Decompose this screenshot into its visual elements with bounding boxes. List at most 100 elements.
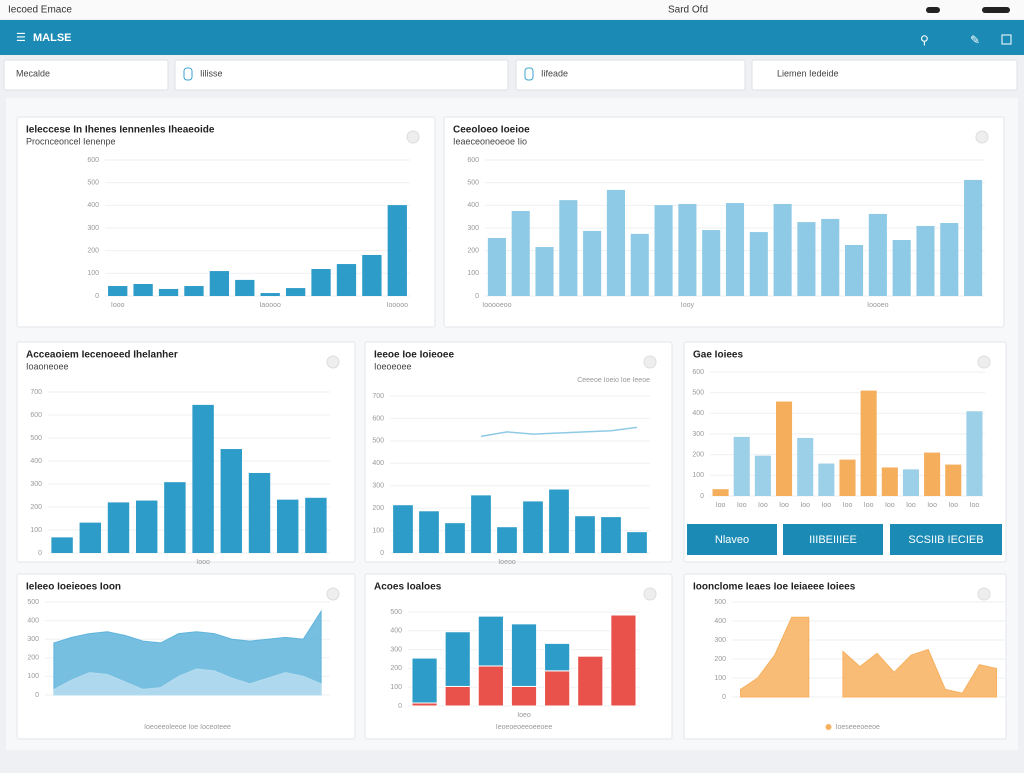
bar [260, 293, 280, 296]
settings-button[interactable] [975, 130, 989, 144]
y-tick-label: 200 [372, 505, 384, 512]
chart-title: Ieleeo Ioeieoes Ioon [26, 582, 121, 593]
bar-segment [510, 685, 538, 707]
y-tick-label: 0 [398, 703, 402, 710]
status-left: Iecoed Emace [8, 5, 72, 16]
header-title: MALSE [33, 32, 72, 44]
bar [583, 230, 602, 296]
y-tick-label: 100 [87, 270, 99, 277]
header-bar [0, 20, 1024, 55]
legend-label: Ioeseeeoeeoe [836, 724, 880, 731]
y-tick-label: 400 [372, 460, 384, 467]
x-tick-label: Iaoooo [259, 302, 281, 309]
y-tick-label: 500 [467, 180, 479, 187]
y-tick-label: 300 [30, 481, 42, 488]
settings-button[interactable] [643, 587, 657, 601]
button-label: SCSIIB IECIEB [908, 534, 983, 546]
bar [487, 237, 506, 296]
bar-segment [411, 657, 438, 704]
y-tick-label: 100 [27, 673, 39, 680]
window-icon[interactable] [1001, 34, 1012, 45]
y-tick-label: 0 [700, 493, 704, 500]
settings-button[interactable] [977, 587, 991, 601]
y-tick-label: 400 [30, 458, 42, 465]
settings-button[interactable] [643, 355, 657, 369]
bar [336, 264, 357, 296]
area [53, 609, 322, 696]
bar [678, 203, 697, 296]
bar-segment [577, 655, 604, 707]
y-tick-label: 300 [714, 637, 726, 644]
filter-input[interactable] [515, 59, 746, 91]
x-tick-label: Ioo [758, 502, 768, 509]
line [480, 426, 638, 438]
search-icon[interactable]: ⚲ [920, 33, 929, 47]
settings-button[interactable] [326, 355, 340, 369]
y-tick-label: 500 [27, 599, 39, 606]
bar-segment [510, 623, 538, 687]
x-tick-label: Ioo [800, 502, 810, 509]
bar [797, 437, 814, 496]
action-button[interactable] [890, 524, 1002, 555]
bar [305, 497, 327, 553]
y-tick-label: 200 [467, 248, 479, 255]
bar [248, 472, 271, 553]
bar [839, 459, 856, 496]
y-tick-label: 0 [95, 293, 99, 300]
bar [192, 404, 214, 553]
bar [108, 286, 128, 296]
y-tick-label: 100 [372, 527, 384, 534]
action-button[interactable] [687, 524, 777, 555]
bar [749, 232, 768, 296]
bar [754, 455, 771, 496]
y-tick-label: 200 [27, 655, 39, 662]
menu-icon[interactable]: ☰ [16, 32, 26, 44]
bar [712, 489, 729, 496]
settings-button[interactable] [406, 130, 420, 144]
y-tick-label: 100 [390, 684, 402, 691]
y-tick-label: 600 [467, 157, 479, 164]
y-tick-label: 300 [467, 225, 479, 232]
bar [549, 489, 569, 553]
bar [535, 247, 554, 296]
chart-title: Gae Ioiees [693, 350, 743, 361]
action-button[interactable] [783, 524, 883, 555]
y-tick-label: 300 [27, 636, 39, 643]
x-tick-label: Ioo [927, 502, 937, 509]
bar [471, 495, 491, 553]
area [53, 668, 322, 696]
bar [158, 288, 179, 296]
x-tick-label: Iooooeoo [482, 302, 511, 309]
y-tick-label: 100 [714, 675, 726, 682]
bar [497, 527, 517, 553]
bar [559, 200, 578, 296]
x-tick-label: Ioo [948, 502, 958, 509]
x-axis-label: Ieoeoeoeeoeeoee [496, 724, 553, 731]
y-tick-label: 0 [38, 550, 42, 557]
settings-button[interactable] [977, 355, 991, 369]
y-tick-label: 500 [87, 180, 99, 187]
filter-input[interactable] [3, 59, 169, 91]
y-tick-label: 400 [390, 628, 402, 635]
y-tick-label: 500 [372, 438, 384, 445]
bar [362, 254, 382, 296]
filter-input[interactable] [751, 59, 1018, 91]
x-tick-label: Ioo [779, 502, 789, 509]
y-tick-label: 200 [30, 504, 42, 511]
bar [575, 516, 595, 553]
x-tick-label: Ioo [821, 502, 831, 509]
status-center: Sard Ofd [668, 5, 708, 16]
bar [445, 523, 465, 553]
settings-button[interactable] [326, 587, 340, 601]
y-tick-label: 400 [714, 618, 726, 625]
y-tick-label: 0 [380, 550, 384, 557]
chart-title: Acoes Ioaloes [374, 582, 442, 593]
bar [773, 203, 792, 296]
y-tick-label: 600 [372, 415, 384, 422]
filter-input[interactable] [174, 59, 509, 91]
bar [133, 283, 153, 296]
bar [601, 517, 621, 553]
edit-icon[interactable]: ✎ [970, 33, 980, 47]
x-tick-label: Ioo [843, 502, 853, 509]
